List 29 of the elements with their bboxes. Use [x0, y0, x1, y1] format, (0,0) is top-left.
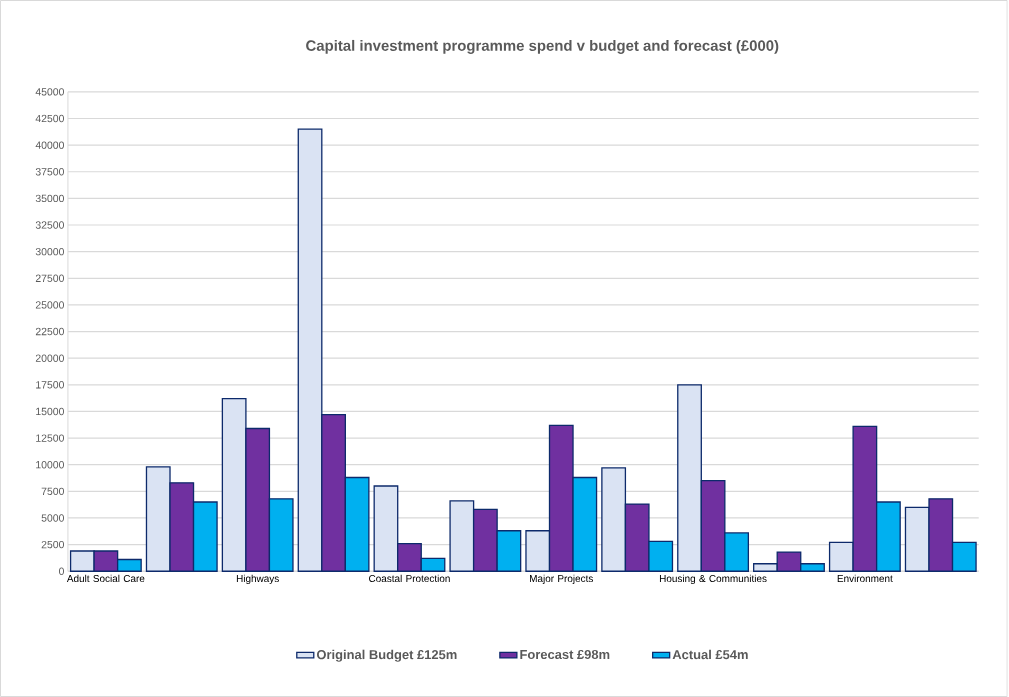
legend-label: Actual £54m: [672, 649, 748, 660]
legend-label: Forecast £98m: [520, 649, 610, 659]
x-tick-label: Environment: [837, 574, 893, 583]
y-tick-label: 37500: [35, 168, 64, 176]
y-tick-label: 25000: [35, 301, 64, 309]
x-tick-label: Highways: [236, 574, 279, 584]
y-tick-label: 42500: [35, 114, 64, 123]
y-tick-label: 7500: [41, 487, 64, 496]
y-tick-label: 2500: [41, 540, 64, 549]
y-tick-label: 12500: [36, 434, 64, 442]
y-tick-label: 15000: [36, 407, 64, 416]
y-tick-label: 35000: [35, 194, 64, 203]
legend-label: Original Budget £125m: [316, 649, 457, 662]
y-tick-label: 27500: [35, 274, 64, 282]
y-tick-label: 30000: [35, 247, 64, 256]
y-tick-label: 22500: [35, 327, 64, 336]
y-tick-label: 17500: [36, 381, 64, 389]
x-tick-label: Major Projects: [530, 574, 593, 584]
y-tick-label: 10000: [36, 460, 64, 469]
y-tick-label: 32500: [35, 221, 64, 229]
x-tick-label: Housing & Communities: [659, 574, 767, 584]
x-tick-label: Coastal Protection: [369, 574, 450, 583]
y-tick-label: 20000: [35, 354, 64, 362]
y-tick-label: 0: [59, 567, 64, 575]
y-tick-label: 45000: [35, 88, 64, 96]
y-tick-label: 40000: [35, 141, 64, 149]
chart-title: Capital investment programme spend v budget and forecast (£000): [306, 39, 779, 54]
x-tick-label: Adult Social Care: [66, 574, 145, 583]
y-tick-label: 5000: [41, 514, 64, 522]
